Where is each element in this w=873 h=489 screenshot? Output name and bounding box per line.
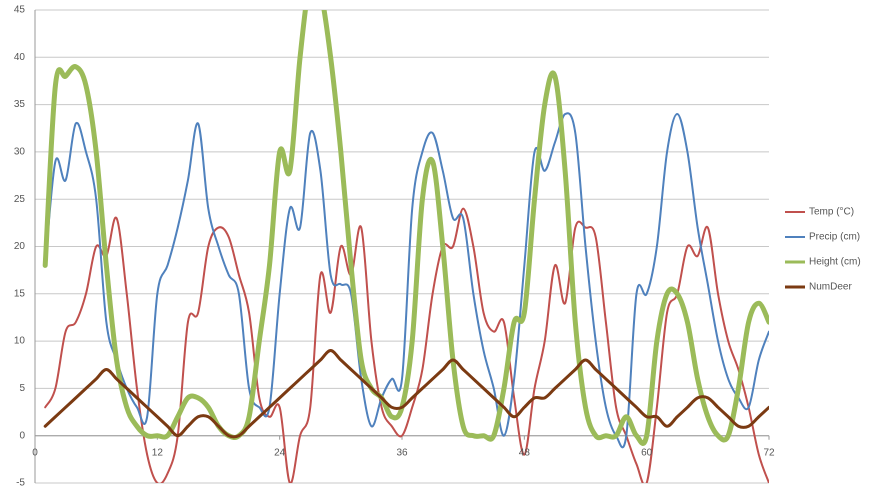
x-tick-label: 72 [763, 447, 775, 458]
series-line [43, 349, 769, 439]
x-tick-label: 24 [274, 447, 286, 458]
y-tick-label: 20 [14, 241, 26, 252]
series-line [44, 207, 769, 483]
x-tick-label: 48 [519, 447, 531, 458]
x-tick-label: 36 [396, 447, 408, 458]
y-tick-label: 0 [19, 430, 25, 441]
y-tick-label: 10 [14, 336, 26, 347]
x-tick-label: 60 [641, 447, 653, 458]
y-tick-label: 30 [14, 147, 26, 158]
x-tick-label: 12 [152, 447, 164, 458]
y-tick-label: 25 [14, 194, 26, 205]
y-tick-label: 15 [14, 288, 26, 299]
y-tick-label: -5 [16, 478, 25, 489]
plot-area [42, 10, 769, 483]
legend-label: NumDeer [809, 282, 852, 293]
y-tick-label: 40 [14, 52, 26, 63]
x-tick-label: 0 [32, 447, 38, 458]
y-tick-label: 45 [14, 5, 26, 16]
series-line [42, 10, 769, 446]
y-tick-label: 5 [19, 383, 25, 394]
legend-label: Precip (cm) [809, 232, 860, 243]
labels: -5 0 5 10 15 20 25 30 35 40 45 0 12 24 36 48 60 72 Temp (°… [14, 5, 861, 489]
legend-label: Temp (°C) [809, 207, 854, 218]
y-tick-label: 35 [14, 99, 26, 110]
legend-label: Height (cm) [809, 257, 861, 268]
series-line [44, 112, 769, 449]
